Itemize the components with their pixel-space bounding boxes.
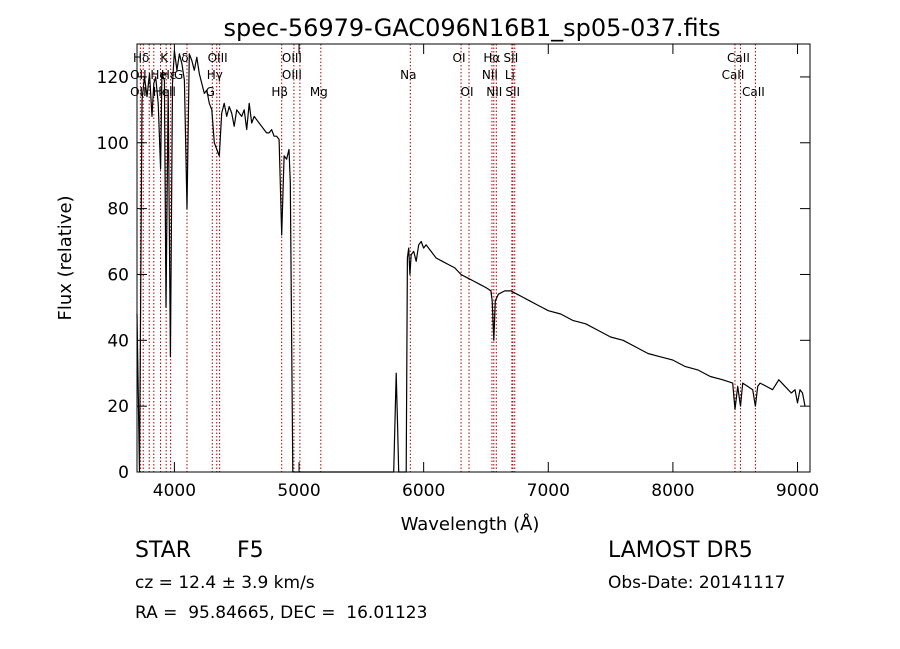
- redshift-velocity: cz = 12.4 ± 3.9 km/s: [135, 573, 315, 593]
- marker-label: δ: [181, 51, 188, 65]
- x-tick-label: 5000: [277, 481, 320, 501]
- y-tick-label: 0: [118, 463, 129, 483]
- y-tick-label: 100: [97, 134, 129, 154]
- marker-label: G: [206, 85, 215, 99]
- y-tick-label: 80: [107, 200, 129, 220]
- object-class: STAR: [135, 538, 192, 563]
- marker-label: Hα: [483, 51, 500, 65]
- x-tick-label: 8000: [651, 481, 694, 501]
- marker-label: Na: [400, 68, 416, 82]
- plot-frame: [136, 43, 811, 473]
- survey-name: LAMOST DR5: [608, 538, 753, 563]
- marker-label: Li: [505, 68, 515, 82]
- sky-coordinates: RA = 95.84665, DEC = 16.01123: [135, 603, 428, 623]
- y-axis-label: Flux (relative): [55, 195, 76, 320]
- marker-label: He: [150, 68, 166, 82]
- observation-date: Obs-Date: 20141117: [608, 573, 786, 593]
- marker-label: SII: [504, 51, 519, 65]
- y-tick-label: 60: [107, 265, 129, 285]
- plot-area: [136, 49, 806, 473]
- marker-label: Hγ: [207, 68, 223, 82]
- spectrum-line: [136, 49, 806, 473]
- x-axis-label: Wavelength (Å): [401, 513, 540, 535]
- x-tick-label: 4000: [153, 481, 196, 501]
- marker-label: OII: [130, 85, 147, 99]
- marker-label: Hβ: [271, 85, 288, 99]
- y-tick-label: 20: [107, 397, 129, 417]
- x-tick-label: 9000: [776, 481, 819, 501]
- y-tick-label: 120: [97, 68, 129, 88]
- marker-label: OIII: [282, 68, 302, 82]
- marker-label: OI: [461, 85, 474, 99]
- marker-label: OII: [130, 68, 147, 82]
- marker-label: G: [174, 68, 183, 82]
- y-tick-label: 40: [107, 331, 129, 351]
- axes: 4000 5000 6000 7000 8000 9000 0 20 40 60 80 100 120: [97, 44, 819, 501]
- x-tick-label: 7000: [527, 481, 570, 501]
- marker-label: OIII: [282, 51, 302, 65]
- marker-label: OIII: [208, 51, 228, 65]
- marker-label: Mg: [310, 85, 328, 99]
- marker-label: OI: [453, 51, 466, 65]
- x-tick-label: 6000: [402, 481, 445, 501]
- marker-label: Hδ: [133, 51, 149, 65]
- marker-label: CaII: [722, 68, 745, 82]
- marker-label: NII: [486, 85, 502, 99]
- marker-label: CaII: [742, 85, 765, 99]
- marker-label: K: [160, 51, 169, 65]
- marker-label: NII: [482, 68, 498, 82]
- marker-label: SII: [505, 85, 520, 99]
- marker-label: CaII: [727, 51, 750, 65]
- chart-title: spec-56979-GAC096N16B1_sp05-037.fits: [223, 14, 720, 42]
- object-subclass: F5: [237, 538, 264, 563]
